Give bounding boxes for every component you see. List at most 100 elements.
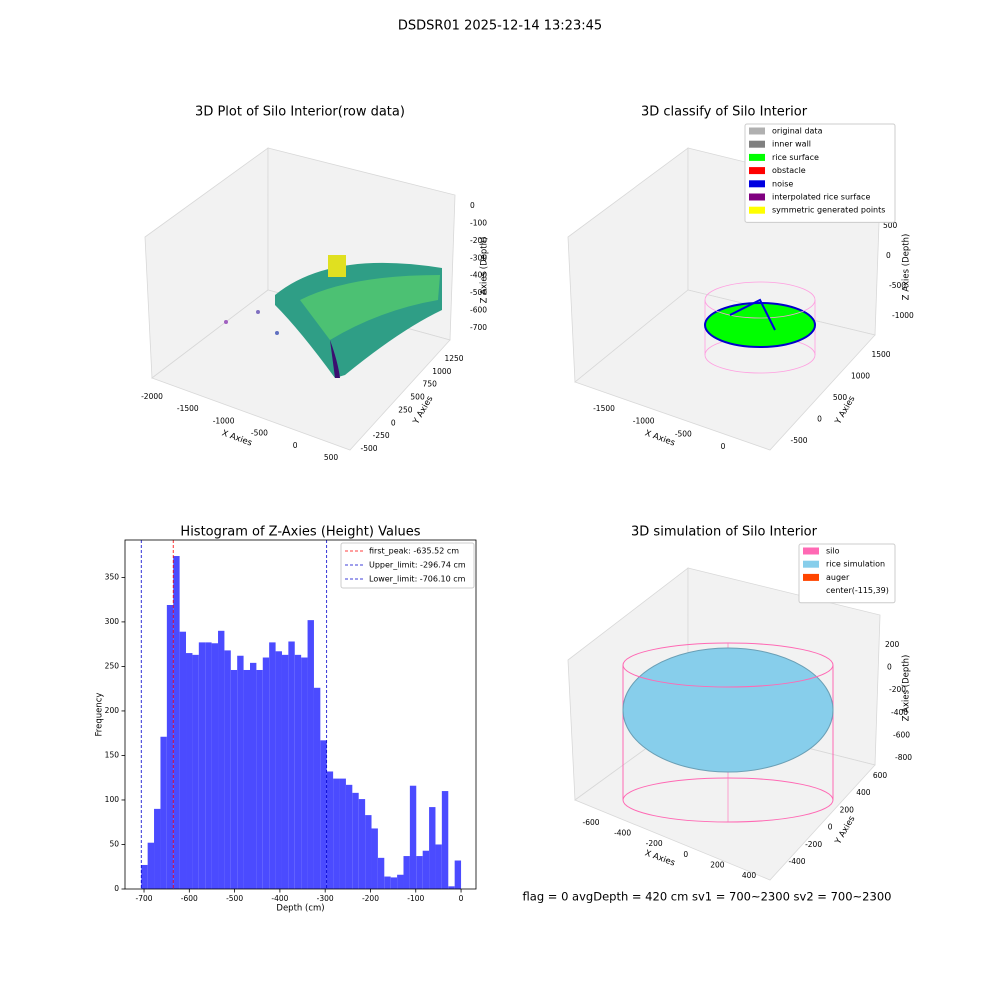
y-tick-label: 350: [105, 572, 120, 581]
bar: [390, 877, 398, 889]
z-tick-label: 0: [886, 251, 891, 260]
y-tick-label: 200: [840, 805, 855, 814]
bar: [454, 860, 462, 889]
legend-label: original data: [772, 127, 823, 136]
bar: [269, 642, 276, 889]
y-tick-label: 150: [105, 750, 120, 759]
legend-label: auger: [826, 573, 850, 582]
bar: [192, 654, 199, 889]
legend-box: [744, 123, 896, 223]
legend-label: interpolated rice surface: [772, 193, 870, 202]
x-tick-label: -700: [136, 894, 153, 903]
bar: [211, 643, 219, 889]
bar: [326, 771, 334, 889]
silo-simulation: [622, 642, 834, 823]
bar: [416, 856, 423, 889]
bar: [345, 784, 353, 889]
x-tick-label: 0: [683, 850, 688, 859]
z-tick-label: -500: [470, 288, 487, 297]
panel-title: 3D simulation of Silo Interior: [631, 525, 818, 540]
bar: [397, 874, 404, 889]
bar: [339, 778, 346, 889]
legend-label: silo: [826, 547, 840, 556]
legend-swatch: [749, 206, 765, 214]
legend-label: Upper_limit: -296.74 cm: [369, 561, 466, 570]
x-axis-label: X Axies: [643, 428, 676, 448]
bar: [358, 799, 366, 889]
legend-box: [340, 542, 475, 589]
bar: [435, 844, 442, 889]
bar: [441, 791, 449, 889]
bar: [230, 669, 238, 889]
x-tick-label: -1500: [593, 404, 615, 413]
bar: [256, 669, 263, 889]
x-tick-label: -500: [675, 429, 692, 438]
bar: [147, 842, 155, 889]
x-tick-label: 0: [459, 894, 464, 903]
y-tick-label: 0: [828, 823, 833, 832]
x-tick-label: -200: [362, 894, 379, 903]
y-tick-label: -400: [788, 857, 805, 866]
legend-label: rice simulation: [826, 560, 885, 569]
bar: [205, 642, 212, 889]
y-tick-label: 1000: [851, 372, 870, 381]
y-tick-label: 0: [391, 418, 396, 427]
z-tick-label: 500: [883, 221, 898, 230]
z-tick-label: 0: [887, 663, 892, 672]
z-tick-label: -600: [470, 306, 487, 315]
bar: [320, 740, 327, 889]
x-tick-label: -500: [251, 429, 268, 438]
z-axis-label: Z Axies (Depth): [902, 655, 912, 722]
y-axis-label: Y Axies: [833, 814, 858, 847]
x-tick-label: -1500: [177, 404, 199, 413]
legend-swatch: [749, 127, 765, 135]
y-tick-label: -500: [360, 444, 377, 453]
z-axis-label: Z Axies (Depth): [902, 234, 912, 301]
legend-label: first_peak: -635.52 cm: [369, 547, 459, 556]
x-tick-label: -400: [614, 829, 631, 838]
y-tick-label: -500: [790, 436, 807, 445]
legend-swatch: [749, 180, 765, 188]
y-tick-label: -250: [373, 431, 390, 440]
z-tick-label: -400: [891, 708, 908, 717]
z-tick-label: -700: [470, 323, 487, 332]
footer-text: flag = 0 avgDepth = 420 cm sv1 = 700~230…: [523, 890, 892, 904]
x-axis-label: X Axies: [643, 848, 676, 868]
bar: [377, 857, 385, 889]
plot-frame: [124, 539, 477, 890]
bar: [307, 620, 314, 889]
point-cloud: [224, 255, 442, 378]
legend-label: rice surface: [772, 153, 819, 162]
bar: [166, 604, 174, 889]
panel-title: 3D Plot of Silo Interior(row data): [195, 105, 405, 120]
z-tick-label: -300: [470, 253, 487, 262]
y-tick-label: 1500: [871, 350, 890, 359]
x-tick-label: -200: [646, 839, 663, 848]
bar: [141, 864, 148, 889]
y-tick-label: 750: [423, 380, 438, 389]
legend-label: Lower_limit: -706.10 cm: [369, 575, 466, 584]
bar: [160, 736, 167, 889]
legend-swatch: [803, 560, 819, 568]
bar: [403, 856, 410, 889]
x-tick-label: -600: [582, 818, 599, 827]
bar: [313, 687, 321, 889]
y-tick-label: -200: [805, 840, 822, 849]
legend-box: [798, 543, 896, 604]
bar: [250, 662, 257, 889]
y-tick-label: 250: [398, 405, 413, 414]
bar: [288, 641, 295, 889]
x-tick-label: -100: [407, 894, 424, 903]
y-tick-label: 500: [410, 393, 425, 402]
x-tick-label: -600: [181, 894, 198, 903]
x-tick-label: -1000: [213, 416, 235, 425]
y-tick-label: 0: [817, 415, 822, 424]
x-tick-label: -300: [317, 894, 334, 903]
z-tick-label: -200: [470, 236, 487, 245]
bar: [198, 642, 206, 889]
bar: [384, 876, 391, 889]
chart-title: Histogram of Z-Axies (Height) Values: [180, 525, 420, 540]
x-tick-label: 200: [710, 860, 725, 869]
x-tick-label: 500: [324, 453, 339, 462]
y-tick-label: 600: [873, 771, 888, 780]
